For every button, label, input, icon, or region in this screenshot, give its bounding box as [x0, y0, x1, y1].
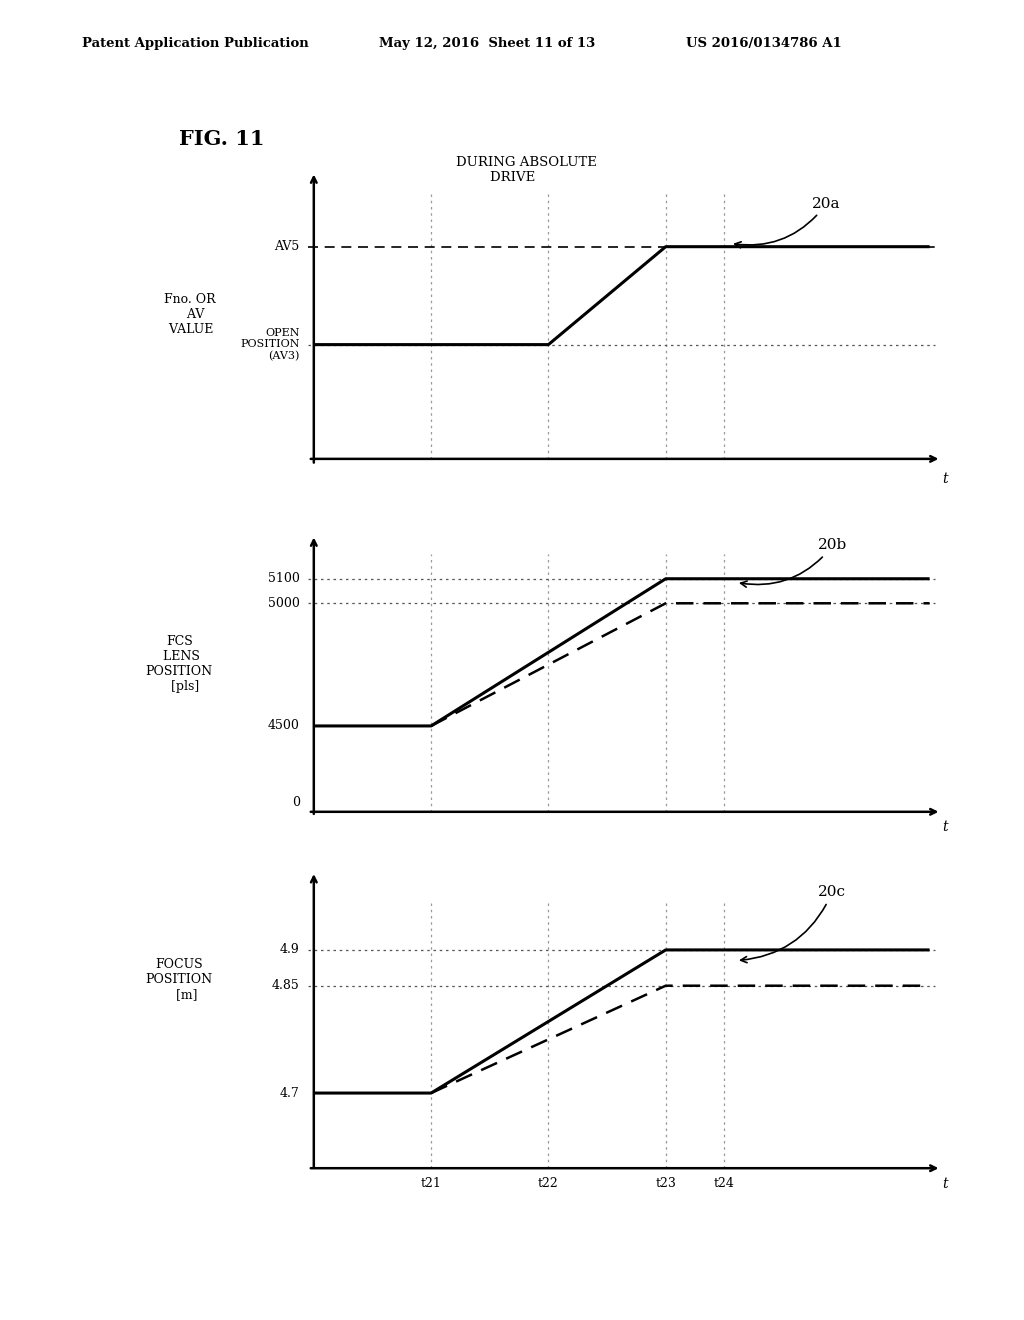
Text: 0: 0 — [292, 796, 300, 809]
Text: 20b: 20b — [740, 539, 848, 587]
Text: t21: t21 — [421, 1177, 441, 1189]
Text: t24: t24 — [714, 1177, 735, 1189]
Text: FIG. 11: FIG. 11 — [179, 129, 264, 149]
Text: Patent Application Publication: Patent Application Publication — [82, 37, 308, 50]
Text: OPEN
POSITION
(AV3): OPEN POSITION (AV3) — [241, 327, 300, 362]
Text: 5000: 5000 — [268, 597, 300, 610]
Text: May 12, 2016  Sheet 11 of 13: May 12, 2016 Sheet 11 of 13 — [379, 37, 595, 50]
Text: t: t — [942, 1177, 947, 1191]
Text: t: t — [942, 821, 947, 834]
Text: t23: t23 — [655, 1177, 676, 1189]
Text: 5100: 5100 — [268, 573, 300, 585]
Text: 4.85: 4.85 — [272, 979, 300, 993]
Text: DURING ABSOLUTE
        DRIVE: DURING ABSOLUTE DRIVE — [456, 156, 597, 183]
Text: 4.9: 4.9 — [280, 944, 300, 957]
Text: 20a: 20a — [735, 197, 841, 248]
Text: Fno. OR
   AV
 VALUE: Fno. OR AV VALUE — [164, 293, 215, 335]
Text: 20c: 20c — [740, 886, 846, 962]
Text: t22: t22 — [538, 1177, 559, 1189]
Text: FOCUS
POSITION
    [m]: FOCUS POSITION [m] — [145, 958, 213, 1001]
Text: AV5: AV5 — [274, 240, 300, 253]
Text: t: t — [942, 473, 947, 486]
Text: FCS
 LENS
POSITION
   [pls]: FCS LENS POSITION [pls] — [145, 635, 213, 693]
Text: US 2016/0134786 A1: US 2016/0134786 A1 — [686, 37, 842, 50]
Text: 4500: 4500 — [268, 719, 300, 733]
Text: 4.7: 4.7 — [280, 1086, 300, 1100]
